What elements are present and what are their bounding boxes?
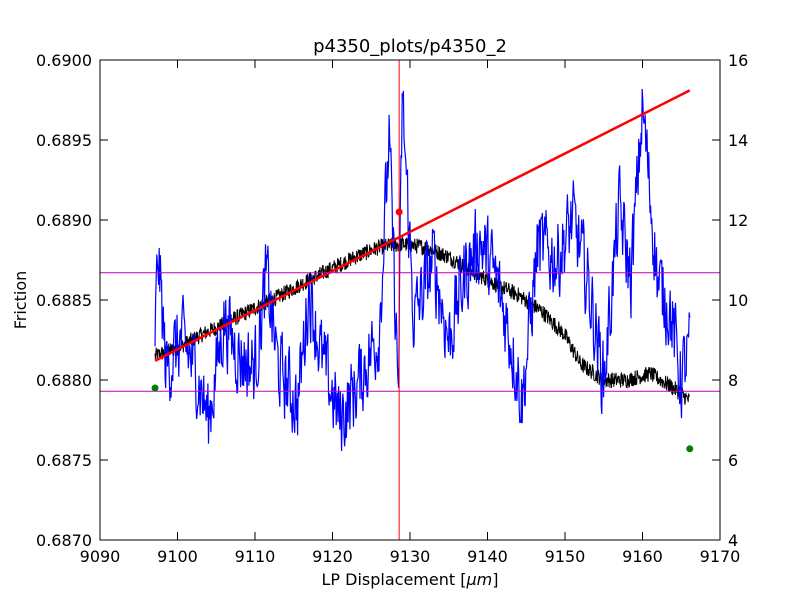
x-tick-label: 9130: [390, 547, 431, 566]
y-left-tick-label: 0.6875: [36, 451, 92, 470]
green-marker: [151, 384, 159, 392]
y-right-tick-label: 6: [728, 451, 738, 470]
x-tick-label: 9160: [622, 547, 663, 566]
fit-line: [154, 89, 691, 362]
y-left-tick-label: 0.6880: [36, 371, 92, 390]
axes: 9090 9100 9110 9120 9130 9140 9150 9160 9170 0.68…: [36, 51, 748, 566]
y-axis-label: Friction: [11, 271, 30, 330]
y-right-tick-label: 8: [728, 371, 738, 390]
x-tick-label: 9110: [235, 547, 276, 566]
x-tick-label: 9090: [80, 547, 121, 566]
x-tick-label: 9100: [157, 547, 198, 566]
plot-frame: [99, 59, 721, 541]
y-right-tick-label: 16: [728, 51, 748, 70]
y-right-tick-label: 12: [728, 211, 748, 230]
right-axis-series-line: [154, 88, 691, 452]
y-left-tick-label: 0.6900: [36, 51, 92, 70]
y-left-tick-label: 0.6890: [36, 211, 92, 230]
red-marker: [395, 208, 403, 216]
y-left-tick-label: 0.6885: [36, 291, 92, 310]
y-right-tick-label: 4: [728, 531, 738, 550]
y-right-tick-label: 14: [728, 131, 748, 150]
y-left-tick-label: 0.6895: [36, 131, 92, 150]
x-axis-label: LP Displacement [μm]: [322, 570, 499, 589]
x-tick-label: 9170: [700, 547, 741, 566]
y-right-tick-label: 10: [728, 291, 748, 310]
x-tick-label: 9150: [545, 547, 586, 566]
x-tick-label: 9140: [467, 547, 508, 566]
plot-area: [100, 60, 720, 540]
x-tick-label: 9120: [312, 547, 353, 566]
green-marker: [686, 445, 694, 453]
chart-title: p4350_plots/p4350_2: [313, 36, 507, 57]
y-left-tick-label: 0.6870: [36, 531, 92, 550]
